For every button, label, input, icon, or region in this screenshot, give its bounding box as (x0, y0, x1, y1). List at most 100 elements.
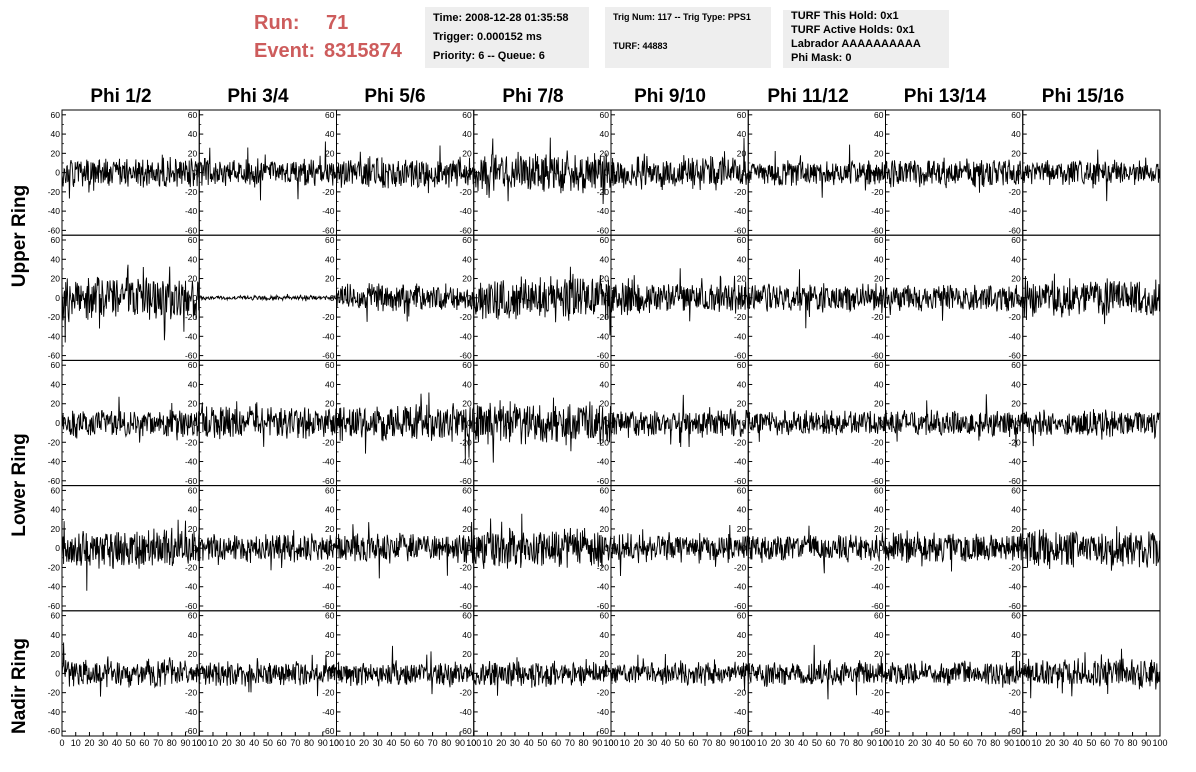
y-tick-label-r3-c0: 40 (51, 505, 61, 515)
y-tick-label-r4-c6: 40 (874, 630, 884, 640)
waveform-trace-r2-c3 (473, 397, 612, 463)
y-tick-label-r0-c0: 60 (51, 110, 61, 120)
x-tick-label-c6: 60 (963, 738, 973, 748)
x-tick-label-c1: 90 (318, 738, 328, 748)
y-tick-label-r2-c2: 60 (325, 360, 335, 370)
y-tick-label-r2-c2: 40 (325, 379, 335, 389)
waveform-trace-r3-c0 (61, 519, 200, 591)
col-header-phi-5-6: Phi 5/6 (364, 86, 426, 107)
y-tick-label-r3-c7: 60 (1011, 485, 1021, 495)
y-tick-label-r3-c5: -40 (734, 582, 747, 592)
waveform-trace-r0-c3 (473, 137, 612, 205)
y-tick-label-r2-c5: 40 (737, 379, 747, 389)
y-tick-label-r2-c0: 40 (51, 379, 61, 389)
waveform-trace-r2-c6 (885, 394, 1024, 448)
y-tick-label-r3-c0: 0 (55, 543, 60, 553)
x-tick-label-c3: 50 (537, 738, 547, 748)
x-tick-label-c2: 50 (400, 738, 410, 748)
y-tick-label-r3-c5: 0 (742, 543, 747, 553)
waveform-trace-r1-c3 (473, 266, 612, 336)
x-tick-label-c1: 70 (290, 738, 300, 748)
x-tick-label-c7: 50 (1086, 738, 1096, 748)
y-tick-label-r3-c5: -60 (734, 601, 747, 611)
y-tick-label-r1-c5: 0 (742, 293, 747, 303)
waveform-trace-r3-c6 (885, 530, 1024, 572)
y-tick-label-r0-c1: 20 (188, 148, 198, 158)
y-tick-label-r2-c0: 0 (55, 418, 60, 428)
y-tick-label-r4-c0: -60 (48, 726, 61, 736)
y-tick-label-r2-c7: -20 (1008, 437, 1021, 447)
x-tick-label-c5: 0 (746, 738, 751, 748)
x-tick-label-c4: 40 (661, 738, 671, 748)
y-tick-label-r4-c7: 0 (1016, 668, 1021, 678)
event-label: Event: (254, 40, 316, 62)
x-tick-label-c7: 30 (1059, 738, 1069, 748)
y-tick-label-r1-c2: -40 (322, 331, 335, 341)
y-tick-label-r2-c7: -60 (1008, 476, 1021, 486)
waveform-trace-r3-c3 (473, 513, 612, 569)
y-tick-label-r2-c1: 0 (193, 418, 198, 428)
waveform-trace-r3-c7 (1022, 526, 1161, 571)
y-tick-label-r3-c1: 40 (188, 505, 198, 515)
waveform-trace-r4-c7 (1022, 648, 1161, 699)
y-tick-label-r0-c1: -20 (185, 187, 198, 197)
y-tick-label-r2-c4: 0 (604, 418, 609, 428)
x-tick-label-c6: 20 (908, 738, 918, 748)
y-tick-label-r1-c5: -60 (734, 351, 747, 361)
y-tick-label-r4-c2: 40 (325, 630, 335, 640)
y-tick-label-r3-c7: 0 (1016, 543, 1021, 553)
y-tick-label-r1-c4: 20 (600, 274, 610, 284)
y-tick-label-r2-c1: -60 (185, 476, 198, 486)
y-tick-label-r4-c4: 0 (604, 668, 609, 678)
y-tick-label-r2-c1: 60 (188, 360, 198, 370)
waveform-trace-r1-c2 (336, 283, 475, 322)
waveform-trace-r0-c2 (336, 145, 475, 194)
y-tick-label-r0-c3: 60 (462, 110, 472, 120)
x-tick-label-c3: 90 (592, 738, 602, 748)
trig-num-text: Trig Num: 117 -- Trig Type: PPS1 (613, 12, 751, 22)
y-tick-label-r2-c6: -40 (871, 457, 884, 467)
y-tick-label-r3-c2: 20 (325, 524, 335, 534)
x-tick-label-c2: 20 (359, 738, 369, 748)
y-tick-label-r4-c7: 40 (1011, 630, 1021, 640)
y-tick-label-r3-c6: -40 (871, 582, 884, 592)
y-tick-label-r0-c4: -60 (597, 225, 610, 235)
y-tick-label-r1-c5: 20 (737, 274, 747, 284)
y-tick-label-r4-c1: 0 (193, 668, 198, 678)
y-tick-label-r1-c6: 40 (874, 254, 884, 264)
x-tick-label-c2: 80 (441, 738, 451, 748)
y-tick-label-r0-c4: -20 (597, 187, 610, 197)
y-tick-label-r1-c3: -20 (459, 312, 472, 322)
y-tick-label-r3-c1: -20 (185, 562, 198, 572)
y-tick-label-r0-c7: -40 (1008, 206, 1021, 216)
x-tick-label-c0: 20 (84, 738, 94, 748)
y-tick-label-r3-c0: -60 (48, 601, 61, 611)
y-tick-label-r4-c4: 20 (600, 649, 610, 659)
y-tick-label-r0-c6: 40 (874, 129, 884, 139)
x-tick-label-c5: 100 (878, 738, 893, 748)
x-tick-label-c5: 80 (853, 738, 863, 748)
waveform-trace-r0-c5 (747, 144, 886, 198)
y-tick-label-r1-c6: -60 (871, 351, 884, 361)
y-tick-label-r3-c7: -60 (1008, 601, 1021, 611)
waveform-trace-r4-c4 (610, 653, 749, 692)
y-tick-label-r0-c2: -40 (322, 206, 335, 216)
y-tick-label-r3-c4: 40 (600, 505, 610, 515)
y-tick-label-r0-c4: -40 (597, 206, 610, 216)
y-tick-label-r4-c3: -60 (459, 726, 472, 736)
y-tick-label-r0-c4: 0 (604, 168, 609, 178)
y-tick-label-r1-c7: 60 (1011, 235, 1021, 245)
y-tick-label-r3-c3: -20 (459, 562, 472, 572)
y-tick-label-r0-c6: 60 (874, 110, 884, 120)
y-tick-label-r2-c1: 20 (188, 399, 198, 409)
y-tick-label-r4-c7: -20 (1008, 688, 1021, 698)
x-tick-label-c6: 90 (1004, 738, 1014, 748)
x-tick-label-c4: 100 (741, 738, 756, 748)
y-tick-label-r0-c3: -40 (459, 206, 472, 216)
y-tick-label-r4-c2: 60 (325, 611, 335, 621)
y-tick-label-r1-c0: -20 (48, 312, 61, 322)
waveform-trace-r0-c6 (885, 157, 1024, 193)
x-tick-label-c1: 80 (304, 738, 314, 748)
y-tick-label-r4-c0: 40 (51, 630, 61, 640)
